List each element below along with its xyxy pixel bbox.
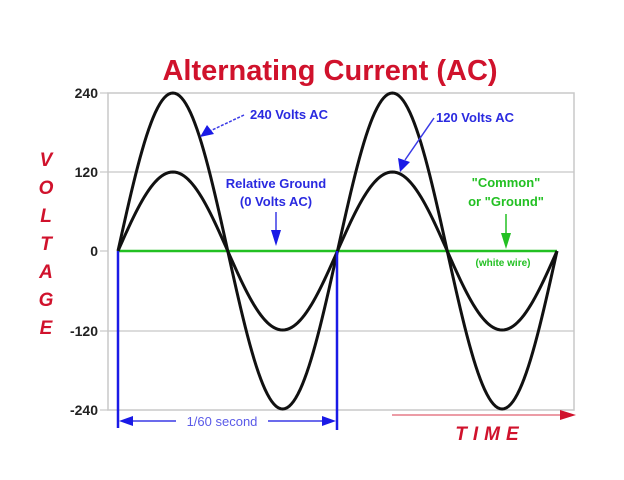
ytick-minus-240: -240: [70, 402, 98, 418]
svg-text:240 Volts AC: 240 Volts AC: [250, 107, 329, 122]
annotation-240v: 240 Volts AC: [200, 107, 329, 137]
svg-text:E: E: [40, 318, 54, 339]
ytick-120: 120: [75, 164, 99, 180]
x-axis-label: TIME: [455, 424, 524, 445]
annotation-relative-ground: Relative Ground (0 Volts AC): [226, 176, 326, 246]
arrow-right-icon: [322, 416, 336, 426]
svg-text:O: O: [39, 178, 54, 199]
annotation-120v: 120 Volts AC: [398, 110, 515, 172]
arrow-down-icon: [501, 233, 511, 249]
y-axis-label: V O L T A G E: [38, 150, 54, 339]
svg-text:V: V: [40, 150, 54, 171]
svg-text:T: T: [40, 234, 53, 255]
ytick-0: 0: [90, 243, 98, 259]
ytick-minus-120: -120: [70, 323, 98, 339]
annotation-common-ground: "Common" or "Ground" (white wire): [468, 175, 544, 269]
svg-text:or "Ground": or "Ground": [468, 194, 544, 209]
svg-text:G: G: [39, 290, 54, 311]
period-label: 1/60 second: [187, 414, 258, 429]
chart-title: Alternating Current (AC): [162, 55, 497, 87]
ytick-240: 240: [75, 85, 99, 101]
svg-text:Relative Ground: Relative Ground: [226, 176, 326, 191]
svg-text:L: L: [40, 206, 52, 227]
svg-text:(white wire): (white wire): [475, 258, 530, 269]
svg-text:A: A: [38, 262, 53, 283]
svg-text:120 Volts AC: 120 Volts AC: [436, 110, 515, 125]
svg-text:(0 Volts AC): (0 Volts AC): [240, 194, 312, 209]
arrow-icon: [398, 158, 410, 172]
period-dimension: 1/60 second: [119, 414, 336, 429]
svg-text:"Common": "Common": [472, 175, 541, 190]
time-arrow-icon: [560, 410, 576, 420]
time-axis: TIME: [392, 410, 576, 445]
y-axis-ticks: 240 120 0 -120 -240: [70, 85, 98, 418]
arrow-down-icon: [271, 230, 281, 246]
arrow-icon: [200, 125, 214, 137]
arrow-left-icon: [119, 416, 133, 426]
